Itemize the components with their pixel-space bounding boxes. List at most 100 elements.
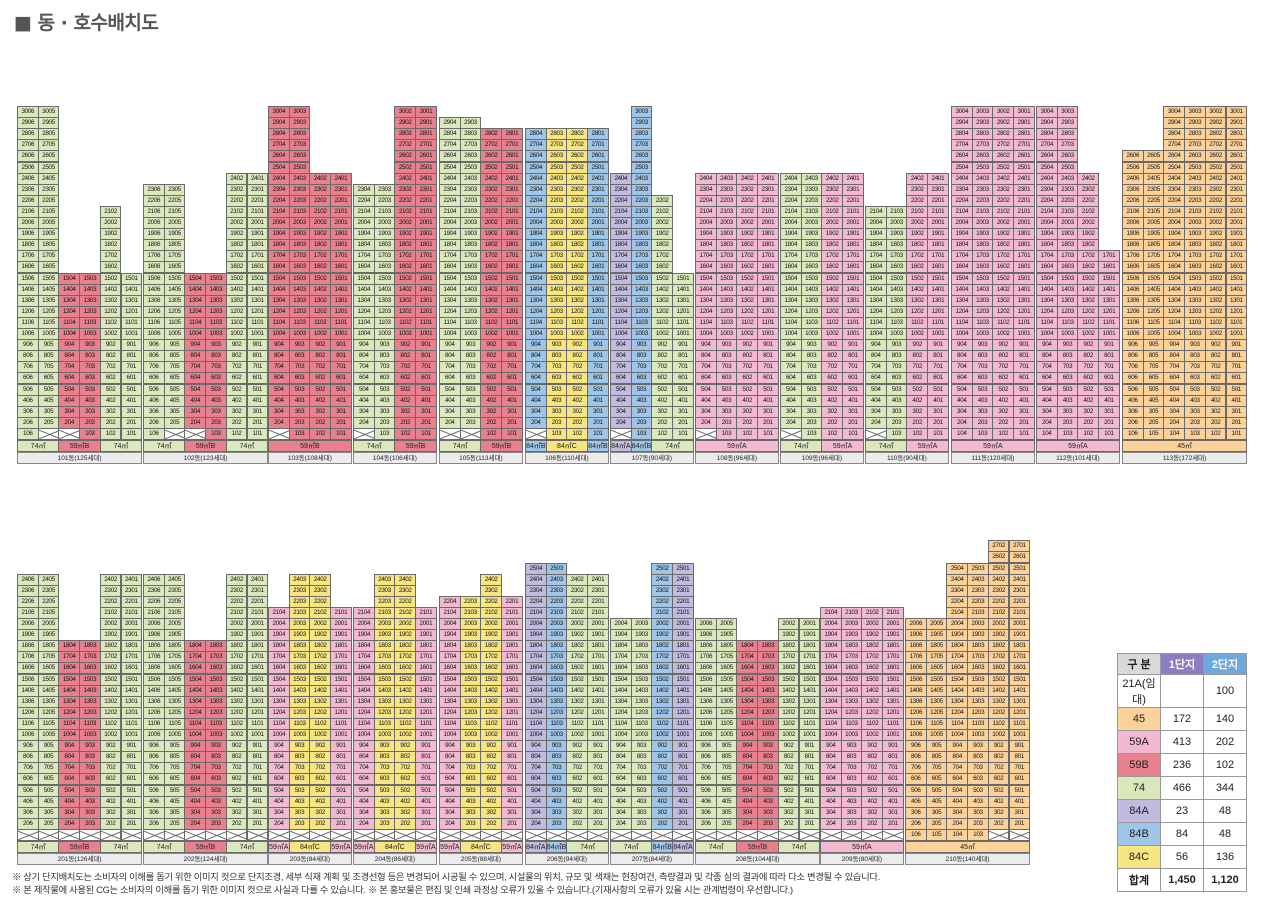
unit-empty-cell: [58, 427, 81, 440]
unit-cell: 102: [906, 427, 929, 440]
unit-empty-cell: [205, 828, 227, 841]
legend-count-cell: 172: [1160, 707, 1204, 731]
unit-cell: 101: [672, 427, 694, 440]
unit-cell: 104: [1036, 427, 1058, 440]
unit-cell: 103: [1184, 427, 1206, 440]
unit-empty-cell: [184, 828, 207, 841]
legend-count-cell: 56: [1160, 845, 1204, 869]
legend-row: 합계 1,450 1,120: [1117, 868, 1247, 892]
unit-type-label: 59㎡B: [268, 440, 352, 452]
unit-cell: 104: [951, 427, 973, 440]
unit-cell: 102: [99, 427, 122, 440]
legend-row: 84C 56 136: [1117, 845, 1247, 869]
unit-empty-cell: [163, 427, 186, 440]
unit-empty-cell: [353, 828, 375, 841]
unit-cell: 102: [736, 427, 759, 440]
unit-type-label: 59㎡B: [480, 440, 523, 452]
unit-cell: 101: [246, 427, 269, 440]
unit-type-label: 74㎡: [610, 841, 653, 853]
legend-type-cell: 74: [1117, 776, 1161, 800]
unit-type-label: 59㎡A: [330, 841, 352, 853]
unit-type-label: 74㎡: [695, 841, 738, 853]
unit-cell: 102: [225, 427, 248, 440]
unit-empty-cell: [798, 828, 821, 841]
unit-empty-cell: [415, 828, 437, 841]
unit-cell: 102: [1077, 427, 1100, 440]
unit-cell: 103: [205, 427, 227, 440]
legend-count-cell: 344: [1203, 776, 1247, 800]
building-label: 205동(88세대): [439, 853, 523, 865]
building-label: 109동(96세대): [780, 452, 864, 464]
unit-cell: 102: [651, 427, 674, 440]
unit-type-label: 59㎡B: [184, 440, 227, 452]
building-label: 206동(94세대): [525, 853, 609, 865]
unit-type-label: 84㎡C: [459, 841, 503, 853]
unit-empty-cell: [501, 828, 523, 841]
unit-empty-cell: [587, 828, 609, 841]
disclaimer-notes: ※ 상기 단지배치도는 소비자의 이해를 돕기 위한 이미지 컷으로 단지조경,…: [12, 871, 880, 897]
unit-type-label: 84㎡C: [545, 440, 589, 452]
legend-row: 59A 413 202: [1117, 730, 1247, 754]
unit-empty-cell: [330, 828, 352, 841]
unit-empty-cell: [459, 427, 482, 440]
unit-empty-cell: [1008, 828, 1031, 841]
unit-type-label: 59㎡B: [736, 841, 779, 853]
unit-empty-cell: [37, 427, 60, 440]
unit-type-label: 74㎡: [777, 841, 821, 853]
unit-cell: 104: [946, 828, 969, 841]
unit-type-label: 74㎡: [143, 841, 186, 853]
unit-type-label: 74㎡: [143, 440, 186, 452]
unit-type-label: 74㎡: [865, 440, 908, 452]
unit-cell: 102: [821, 427, 844, 440]
unit-cell: 104: [1163, 427, 1186, 440]
unit-empty-cell: [439, 828, 461, 841]
legend-header-category: 구 분: [1117, 653, 1161, 675]
legend-row: 21A(임대) 100: [1117, 674, 1247, 708]
unit-type-label: 74㎡: [225, 841, 269, 853]
legend-type-cell: 21A(임대): [1117, 674, 1161, 708]
unit-type-label: 84㎡A: [610, 440, 632, 452]
unit-type-label: 59㎡A: [951, 440, 1035, 452]
unit-cell: 103: [79, 427, 101, 440]
unit-empty-cell: [861, 828, 884, 841]
legend-count-cell: 413: [1160, 730, 1204, 754]
unit-type-label: 74㎡: [651, 440, 694, 452]
unit-cell: 101: [1225, 427, 1248, 440]
unit-cell: 101: [757, 427, 779, 440]
unit-type-label: 74㎡: [566, 841, 609, 853]
legend-count-cell: 466: [1160, 776, 1204, 800]
legend-count-cell: 1,120: [1203, 868, 1247, 892]
legend-count-cell: 48: [1203, 822, 1247, 846]
unit-empty-cell: [394, 828, 417, 841]
unit-cell: 103: [1056, 427, 1079, 440]
building-label: 202동(124세대): [143, 853, 269, 865]
unit-cell: 101: [330, 427, 352, 440]
unit-cell: 102: [992, 427, 1015, 440]
unit-empty-cell: [882, 828, 904, 841]
unit-type-label: 84㎡B: [525, 440, 547, 452]
building-label: 104동(106세대): [353, 452, 437, 464]
legend-count-cell: 1,450: [1160, 868, 1204, 892]
unit-empty-cell: [58, 828, 81, 841]
unit-empty-cell: [353, 427, 375, 440]
unit-type-label: 84㎡B: [651, 841, 674, 853]
legend-type-cell: 84B: [1117, 822, 1161, 846]
unit-empty-cell: [840, 828, 863, 841]
unit-type-label: 59㎡A: [820, 841, 904, 853]
legend-row: 74 466 344: [1117, 776, 1247, 800]
unit-empty-cell: [268, 427, 290, 440]
building-label: 103동(108세대): [268, 452, 352, 464]
unit-type-label: 59㎡A: [268, 841, 290, 853]
unit-type-label: 59㎡A: [353, 841, 375, 853]
unit-cell: 103: [971, 427, 994, 440]
unit-type-label: 74㎡: [353, 440, 396, 452]
legend-type-cell: 84C: [1117, 845, 1161, 869]
unit-type-label: 59㎡A: [821, 440, 864, 452]
unit-empty-cell: [630, 828, 653, 841]
unit-type-label: 84㎡B: [587, 440, 609, 452]
unit-empty-cell: [143, 828, 165, 841]
unit-cell: 103: [967, 828, 989, 841]
unit-type-label: 84㎡C: [288, 841, 332, 853]
building-label: 106동(110세대): [525, 452, 609, 464]
unit-cell: 103: [373, 427, 396, 440]
